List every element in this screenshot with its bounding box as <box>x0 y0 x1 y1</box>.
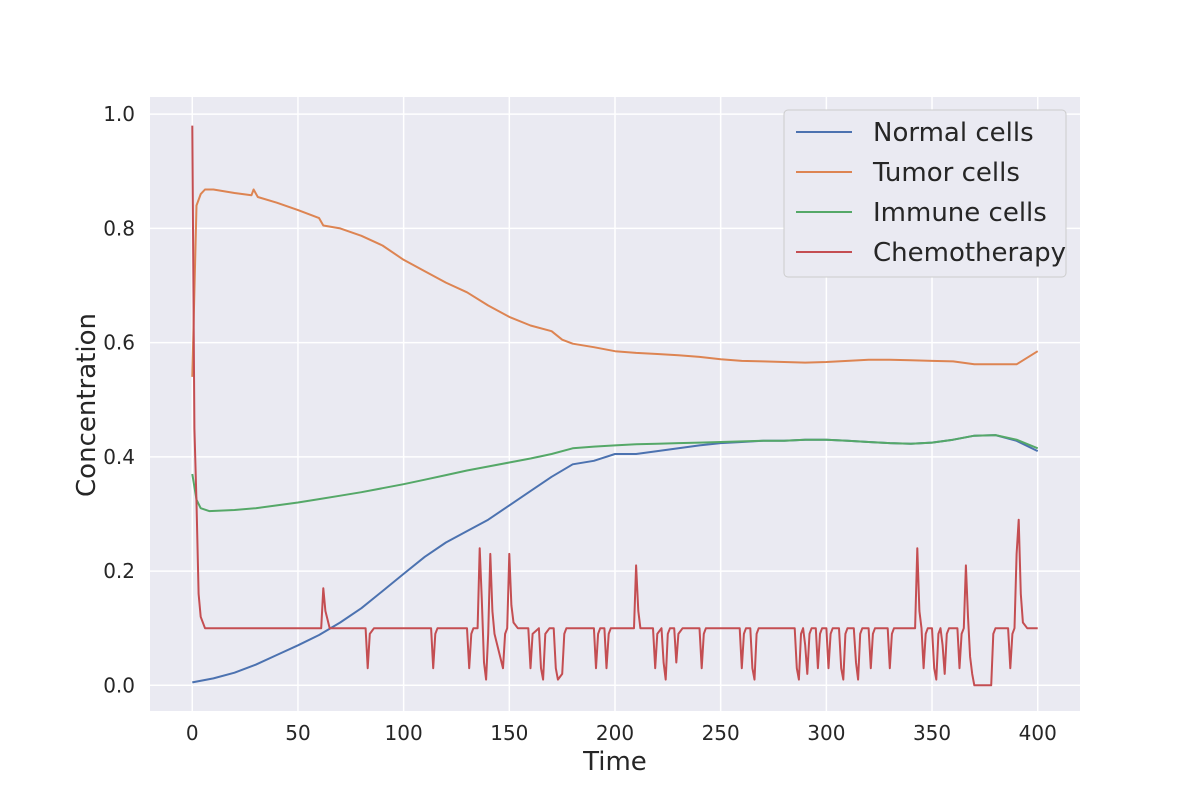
x-tick-label: 150 <box>490 721 528 745</box>
legend: Normal cells Tumor cells Immune cells Chemo… <box>783 109 1067 278</box>
x-tick-label: 200 <box>596 721 634 745</box>
legend-label: Tumor cells <box>872 158 1020 188</box>
series-line-immune-cells <box>191 434 1039 513</box>
y-tick-label: 0.0 <box>103 673 135 697</box>
x-axis-label: Time <box>582 747 647 777</box>
x-tick-label: 400 <box>1019 721 1057 745</box>
axis-ticks: 0 50 100 150 200 250 300 350 400 0.0 0.2 0.4 0.6 0.8 1… <box>103 102 1057 745</box>
series-line-tumor-cells <box>191 188 1039 377</box>
y-tick-label: 1.0 <box>103 102 135 126</box>
x-tick-label: 100 <box>385 721 423 745</box>
x-tick-label: 0 <box>186 721 199 745</box>
legend-label: Chemotherapy <box>873 238 1066 268</box>
y-tick-label: 0.8 <box>103 216 135 240</box>
series-lines <box>191 125 1039 687</box>
x-tick-label: 350 <box>913 721 951 745</box>
y-tick-label: 0.4 <box>103 445 135 469</box>
legend-box <box>783 109 1067 278</box>
x-tick-label: 250 <box>702 721 740 745</box>
x-tick-label: 50 <box>285 721 310 745</box>
y-tick-label: 0.2 <box>103 559 135 583</box>
legend-label: Normal cells <box>873 118 1034 148</box>
series-line-chemotherapy <box>191 125 1038 687</box>
y-tick-label: 0.6 <box>103 331 135 355</box>
x-tick-label: 300 <box>807 721 845 745</box>
legend-label: Immune cells <box>873 198 1047 228</box>
y-axis-label: Concentration <box>72 313 102 497</box>
